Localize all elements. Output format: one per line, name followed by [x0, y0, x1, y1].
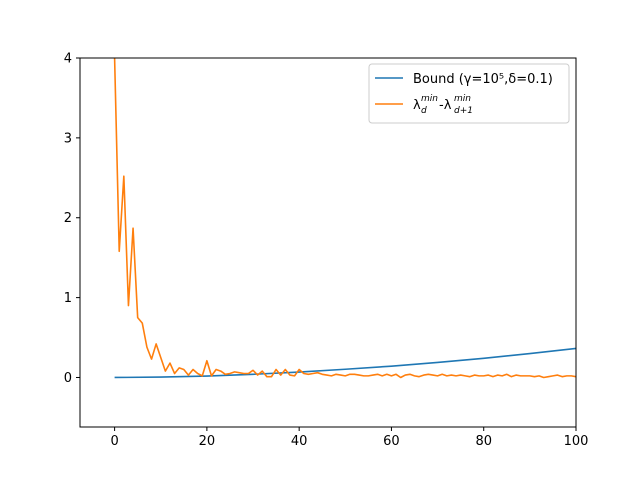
legend-label-part: d+1 — [454, 106, 473, 116]
legend-label-part: min — [454, 94, 471, 104]
y-tick-label: 3 — [64, 131, 72, 146]
legend-label-part: min — [421, 94, 438, 104]
x-tick-label: 0 — [110, 434, 118, 449]
x-tick-label: 20 — [199, 434, 216, 449]
legend-label-bound: Bound (γ=10⁵,δ=0.1) — [413, 72, 553, 87]
series-line-0 — [114, 347, 576, 379]
axes-frame — [79, 57, 577, 428]
legend-label-part: -λ — [439, 98, 452, 113]
x-tick-label: 60 — [383, 434, 400, 449]
legend-label-part: λ — [413, 98, 421, 113]
x-tick-label: 80 — [475, 434, 492, 449]
y-tick-label: 4 — [64, 52, 72, 67]
y-tick-label: 0 — [64, 371, 72, 386]
y-tick-label: 1 — [64, 291, 72, 306]
y-tick-label: 2 — [64, 211, 72, 226]
legend-box — [368, 63, 570, 124]
y-axis: 0 1 2 3 4 — [64, 52, 80, 386]
series-line-1 — [113, 58, 576, 379]
x-axis: 0 20 40 60 80 100 — [110, 427, 588, 449]
legend-label-part: d — [421, 106, 427, 116]
series-layer — [113, 58, 576, 379]
x-tick-label: 100 — [564, 434, 589, 449]
x-tick-label: 40 — [291, 434, 308, 449]
